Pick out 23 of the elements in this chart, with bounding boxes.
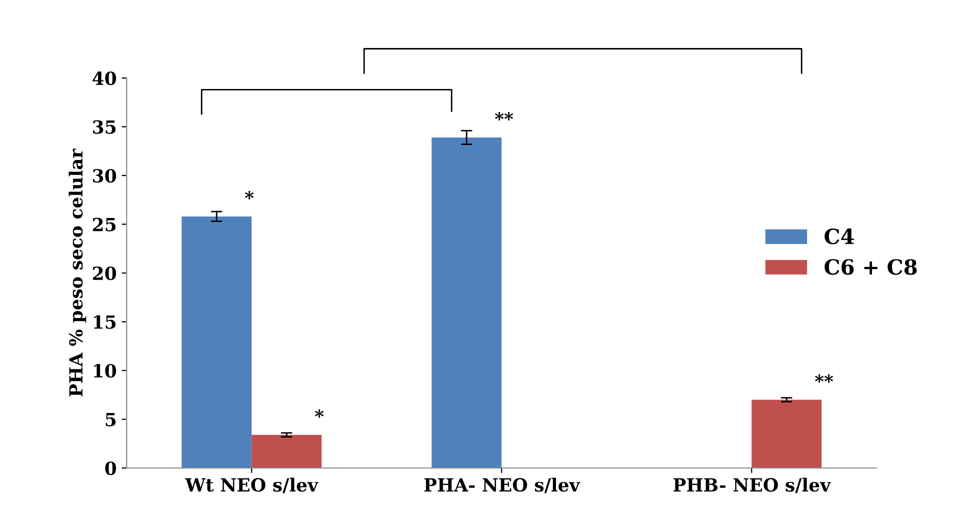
annotation: * <box>245 190 254 200</box>
annotation: * <box>315 409 324 418</box>
y-tick-label: 5 <box>106 412 116 426</box>
x-tick-label: Wt NEO s/lev <box>185 478 318 494</box>
annotation: ** <box>495 112 514 120</box>
y-tick-label: 25 <box>92 218 116 232</box>
bar <box>252 434 322 468</box>
y-axis-title: PHA % peso seco celular <box>68 148 86 396</box>
y-tick-label: 40 <box>92 71 116 86</box>
y-tick-label: 35 <box>93 120 116 134</box>
y-tick-label: 10 <box>94 364 116 378</box>
y-tick-label: 20 <box>92 266 116 280</box>
annotation: ** <box>815 374 834 383</box>
x-tick-label: PHB- NEO s/lev <box>674 478 831 494</box>
y-tick-label: 15 <box>94 315 116 329</box>
bar <box>182 216 252 468</box>
bar <box>752 400 822 468</box>
bar <box>432 137 502 468</box>
legend-label: C6 + C8 <box>824 259 917 275</box>
y-tick-label: 0 <box>105 461 116 476</box>
x-tick-label: PHA- NEO s/lev <box>424 478 580 494</box>
legend-label: C4 <box>824 228 854 244</box>
y-tick-label: 30 <box>93 168 116 183</box>
